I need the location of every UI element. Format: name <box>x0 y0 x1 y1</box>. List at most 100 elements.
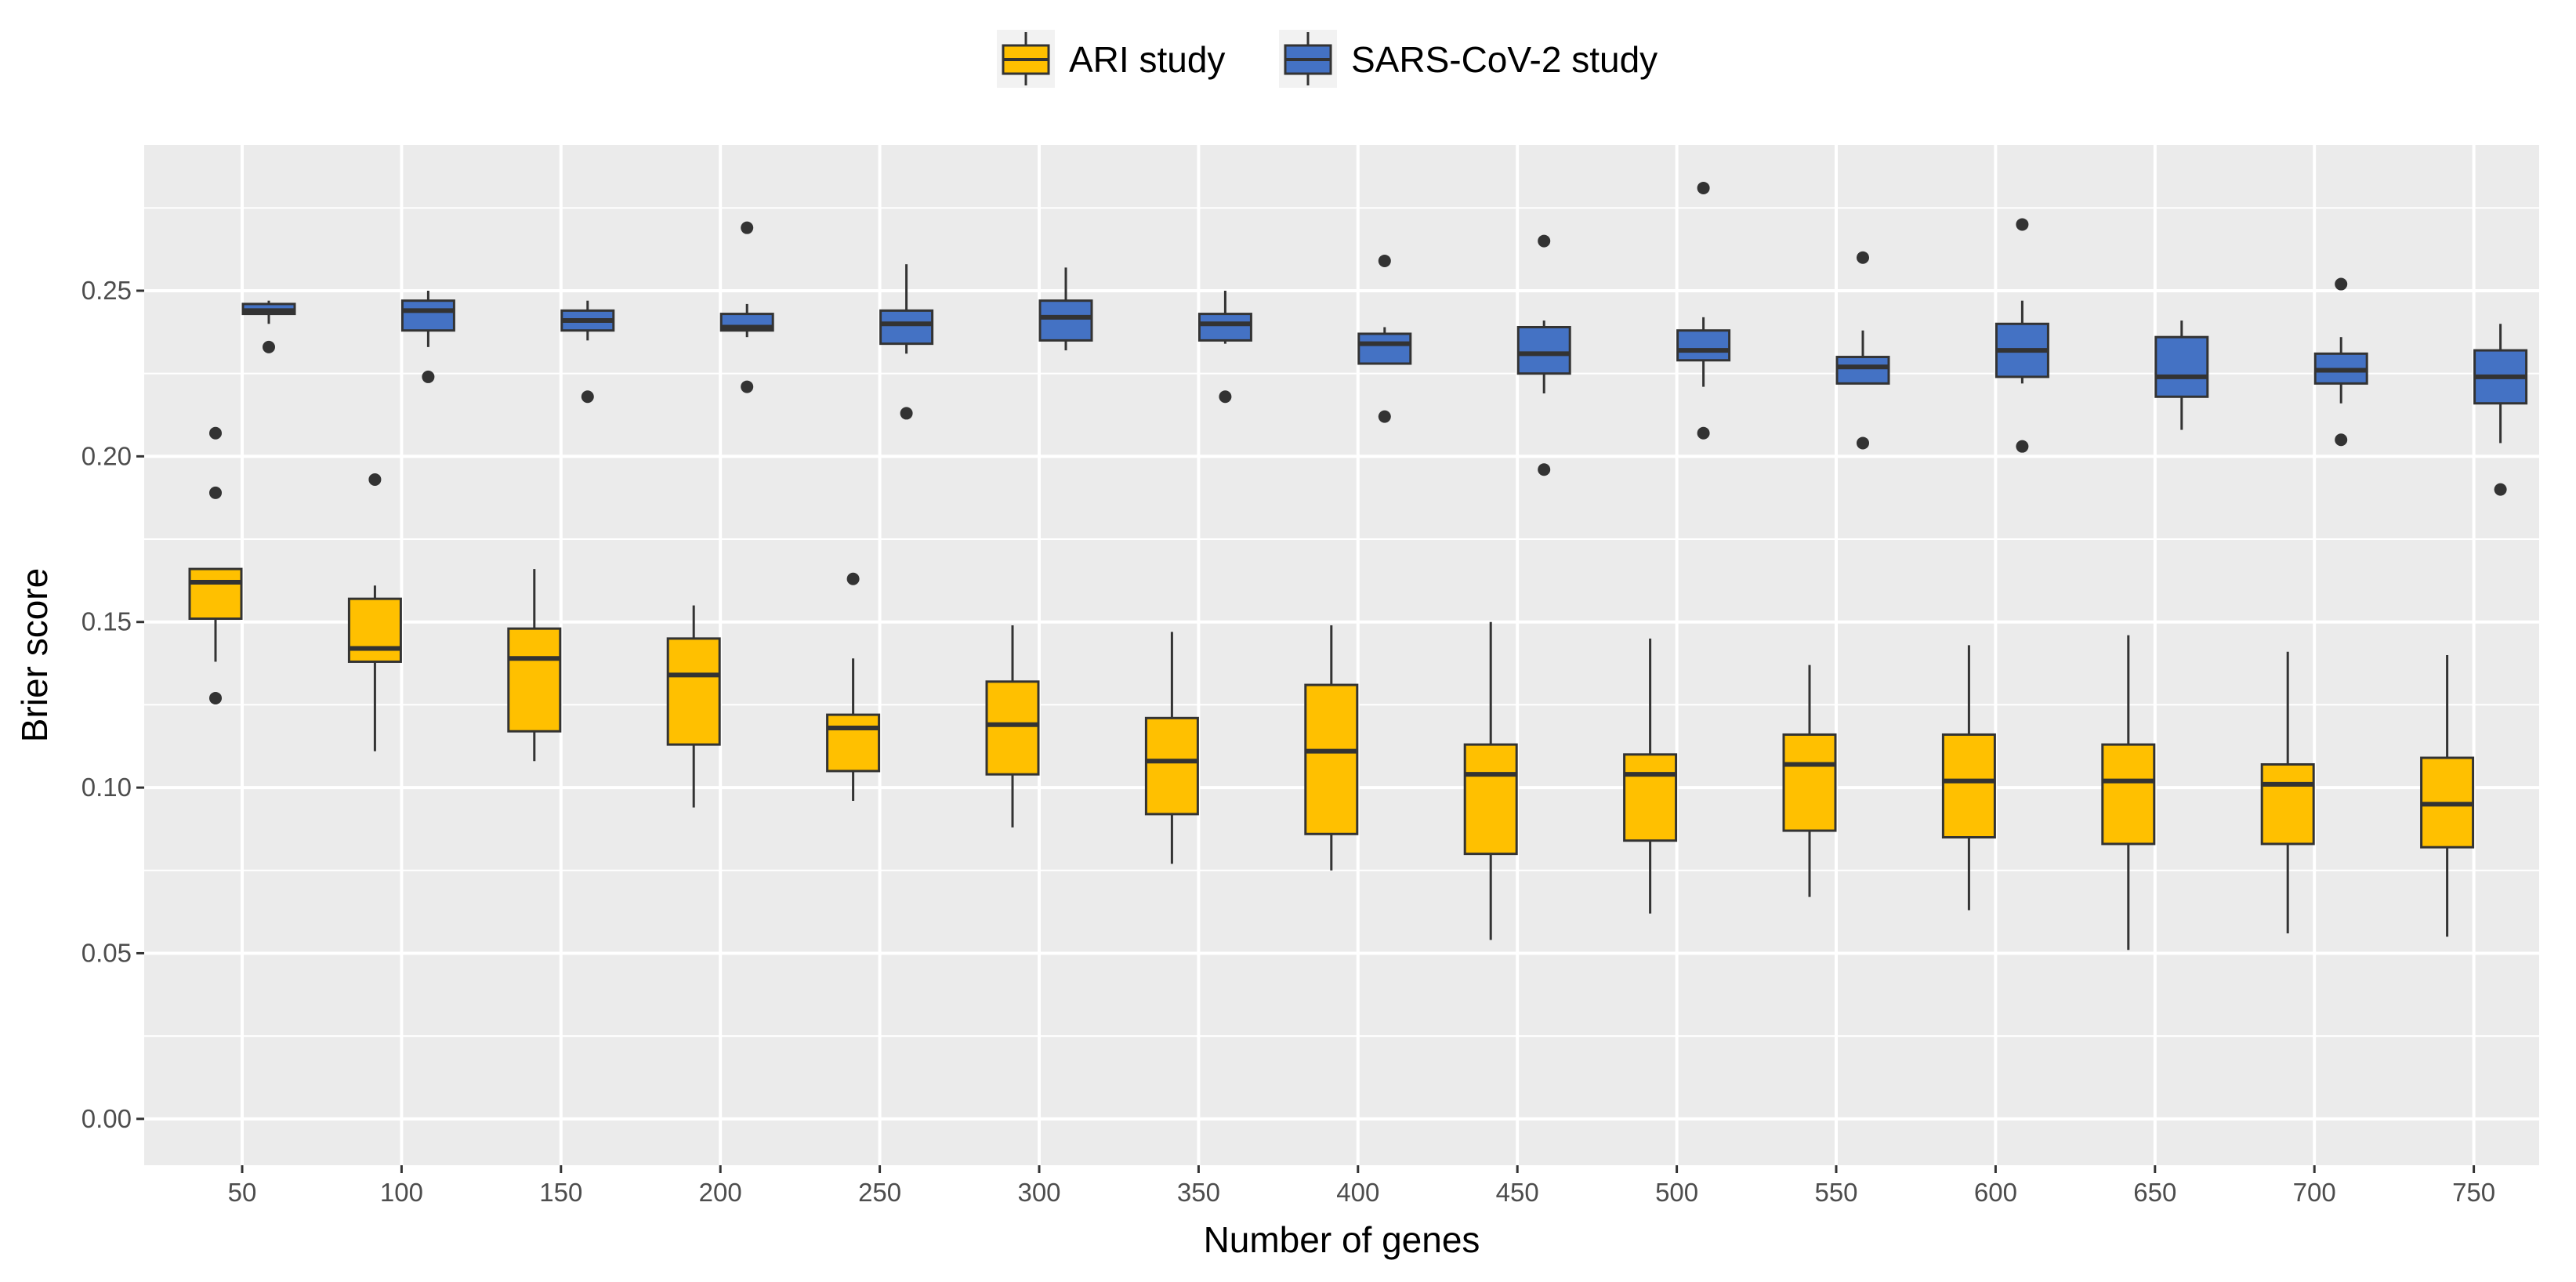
outlier-point <box>1857 436 1869 450</box>
box-ari-400 <box>1304 625 1359 871</box>
x-axis-title: Number of genes <box>1204 1219 1480 1260</box>
x-tick-label: 150 <box>539 1178 582 1207</box>
x-tick-label: 450 <box>1496 1178 1539 1207</box>
box-iqr <box>2154 335 2209 398</box>
outlier-point <box>1538 463 1551 476</box>
y-tick-label: 0.00 <box>82 1104 132 1133</box>
outlier-point <box>1378 254 1391 267</box>
box-iqr <box>1676 329 1731 362</box>
outlier-point <box>1697 181 1710 194</box>
box-sars-400 <box>1357 254 1412 423</box>
outlier-point <box>2016 440 2029 453</box>
x-tick-label: 600 <box>1974 1178 2017 1207</box>
y-tick-label: 0.05 <box>82 938 132 967</box>
box-ari-300 <box>985 625 1040 828</box>
y-tick-label: 0.10 <box>82 773 132 802</box>
box-sars-700 <box>2313 277 2368 447</box>
box-ari-650 <box>2101 635 2156 951</box>
box-ari-750 <box>2420 655 2475 937</box>
x-tick-label: 250 <box>858 1178 901 1207</box>
box-iqr <box>879 309 934 346</box>
outlier-point <box>741 221 754 234</box>
plot-panel <box>144 145 2539 1165</box>
box-iqr <box>507 627 562 733</box>
box-ari-350 <box>1144 632 1199 864</box>
outlier-point <box>1378 410 1391 423</box>
legend: ARI study SARS-CoV-2 study <box>997 30 1658 88</box>
x-tick-label: 650 <box>2133 1178 2176 1207</box>
outlier-point <box>2335 433 2348 447</box>
box-sars-450 <box>1516 234 1571 476</box>
x-tick-label: 350 <box>1177 1178 1220 1207</box>
legend-item-ari: ARI study <box>997 30 1225 88</box>
outlier-point <box>1697 426 1710 440</box>
outlier-point <box>741 380 754 393</box>
box-iqr <box>1197 313 1252 342</box>
box-sars-500 <box>1676 181 1731 440</box>
box-sars-50 <box>241 300 296 353</box>
box-sars-600 <box>1994 218 2049 453</box>
x-tick-label: 750 <box>2452 1178 2495 1207</box>
box-sars-550 <box>1835 251 1890 450</box>
box-iqr <box>1623 753 1678 842</box>
box-ari-250 <box>826 572 881 801</box>
legend-label: ARI study <box>1069 39 1225 80</box>
box-ari-500 <box>1623 638 1678 914</box>
x-tick-label: 200 <box>699 1178 742 1207</box>
y-tick-label: 0.25 <box>82 276 132 305</box>
box-iqr <box>1941 733 1996 838</box>
box-iqr <box>826 713 881 773</box>
outlier-point <box>2335 277 2348 291</box>
legend-label: SARS-CoV-2 study <box>1351 39 1658 80</box>
box-sars-100 <box>400 291 455 383</box>
box-sars-200 <box>719 221 774 393</box>
box-ari-700 <box>2260 651 2315 934</box>
box-iqr <box>1463 743 1518 856</box>
box-iqr <box>985 680 1040 776</box>
x-tick-label: 550 <box>1814 1178 1857 1207</box>
y-axis-ticks: 0.00 0.05 0.10 0.15 0.20 0.25 <box>82 276 144 1133</box>
box-sars-250 <box>879 264 934 420</box>
outlier-point <box>209 426 222 440</box>
box-ari-50 <box>188 426 243 704</box>
box-ari-600 <box>1941 645 1996 911</box>
box-iqr <box>1304 683 1359 835</box>
outlier-point <box>209 691 222 704</box>
x-tick-label: 100 <box>380 1178 423 1207</box>
x-tick-label: 300 <box>1017 1178 1060 1207</box>
box-iqr <box>400 299 455 332</box>
box-sars-350 <box>1197 291 1252 404</box>
box-iqr <box>1144 716 1199 816</box>
box-iqr <box>2101 743 2156 846</box>
box-sars-300 <box>1038 267 1093 351</box>
box-iqr <box>1357 332 1412 365</box>
box-iqr <box>2260 763 2315 846</box>
outlier-point <box>900 407 913 420</box>
y-tick-label: 0.20 <box>82 441 132 470</box>
outlier-point <box>368 473 382 486</box>
grid-lines <box>144 145 2539 1165</box>
box-layer <box>188 181 2528 951</box>
legend-item-sars: SARS-CoV-2 study <box>1279 30 1658 88</box>
box-ari-150 <box>507 569 562 762</box>
y-tick-label: 0.15 <box>82 607 132 636</box>
box-iqr <box>1782 733 1837 832</box>
box-sars-750 <box>2473 324 2528 496</box>
x-tick-label: 500 <box>1655 1178 1698 1207</box>
box-iqr <box>188 567 243 620</box>
box-iqr <box>1516 326 1571 375</box>
x-tick-label: 700 <box>2293 1178 2336 1207</box>
x-tick-label: 400 <box>1336 1178 1379 1207</box>
box-sars-150 <box>560 300 615 404</box>
box-ari-550 <box>1782 665 1837 897</box>
box-iqr <box>1038 299 1093 342</box>
outlier-point <box>2494 483 2507 496</box>
x-tick-label: 50 <box>228 1178 257 1207</box>
box-iqr <box>347 597 402 663</box>
outlier-point <box>263 340 275 353</box>
outlier-point <box>581 390 594 404</box>
outlier-point <box>1857 251 1869 264</box>
x-axis-ticks: 50 100 150 200 250 300 350 400 450 500 550 600 650 70… <box>228 1165 2495 1207</box>
outlier-point <box>2016 218 2029 231</box>
outlier-point <box>1538 234 1551 248</box>
